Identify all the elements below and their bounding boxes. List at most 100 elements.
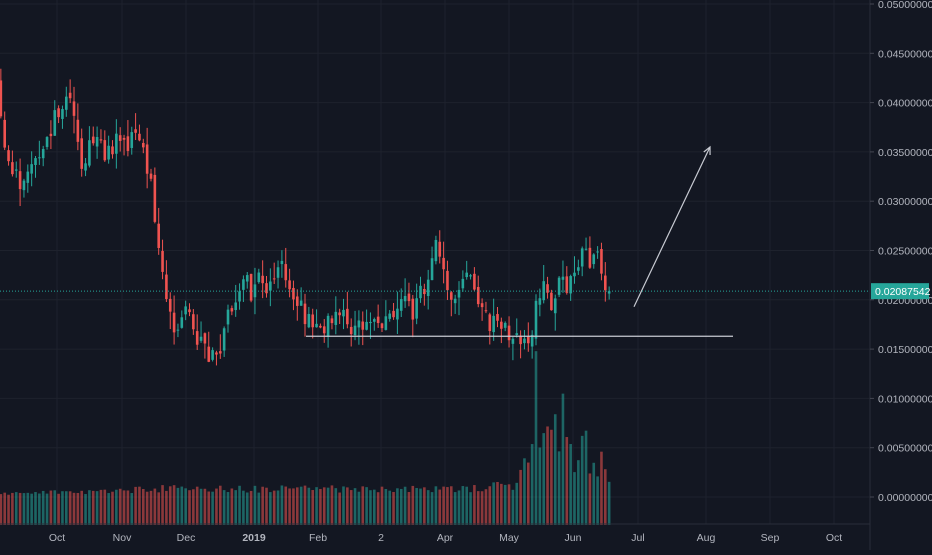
volume-bar [546, 426, 549, 525]
volume-bar [330, 485, 334, 525]
candle-body [111, 146, 114, 155]
volume-bar [353, 488, 357, 525]
candle-body [380, 323, 384, 329]
candle-body [172, 312, 176, 333]
volume-bar [496, 481, 499, 525]
volume-bar [18, 492, 22, 525]
candle-body [415, 298, 418, 319]
volume-bar [265, 487, 268, 525]
volume-bar [473, 485, 476, 525]
candle-body [219, 351, 222, 354]
candle-body [392, 310, 395, 318]
candle-body [34, 158, 37, 165]
candle-body [384, 316, 388, 330]
candle-body [265, 283, 268, 294]
candle-body [511, 338, 515, 344]
volume-bar [596, 476, 599, 525]
candle-body [330, 318, 334, 324]
candle-body [476, 286, 480, 305]
candle-body [430, 258, 434, 281]
volume-bar [38, 493, 41, 525]
projection-arrow[interactable] [633, 146, 711, 307]
volume-bar [14, 492, 18, 525]
price-axis[interactable]: 0.05000000 0.04500000 0.04000000 0.03500000… [869, 0, 932, 550]
volume-bar [34, 492, 37, 525]
price-tick-label: 0.00500000 [878, 443, 932, 455]
candle-body [426, 279, 430, 297]
time-tick-label: Aug [697, 532, 716, 544]
candle-body [419, 285, 422, 299]
volume-bar [3, 492, 6, 525]
volume-bar [184, 488, 187, 525]
candle-body [342, 309, 345, 317]
volume-bar [476, 491, 480, 525]
candle-body [442, 257, 445, 270]
candle-body [349, 326, 353, 335]
time-axis[interactable]: Oct Nov Dec 2019 Feb 2 Apr May Jun Jul Aug Sep Oct [0, 523, 870, 544]
volume-bar [488, 486, 492, 525]
candle-body [49, 133, 53, 137]
volume-bar [461, 486, 465, 525]
candle-body [399, 299, 403, 311]
candle-body [496, 314, 499, 321]
candle-body [334, 311, 338, 325]
volume-bar [503, 484, 507, 525]
volume-bar [130, 493, 134, 525]
candle-body [138, 133, 141, 141]
candle-body [488, 314, 492, 332]
price-tick-label: 0.03500000 [878, 147, 932, 159]
candle-body [14, 169, 18, 171]
candle-body [215, 352, 218, 355]
volume-bar [188, 490, 191, 525]
candle-body [257, 272, 261, 283]
volume-bar [315, 487, 318, 525]
volume-bar [7, 494, 10, 525]
volume-bar [515, 482, 519, 525]
drawings[interactable] [0, 145, 870, 337]
candle-body [523, 338, 526, 344]
volume-bar [269, 492, 272, 525]
volume-bar [22, 493, 26, 525]
volume-bar [68, 491, 72, 525]
candle-body [253, 284, 257, 298]
volume-bar [530, 444, 534, 525]
volume-bar [65, 491, 68, 525]
volume-bar [115, 489, 118, 525]
price-tick-label: 0.04500000 [878, 48, 932, 60]
candle-body [515, 333, 519, 335]
candle-body [280, 260, 284, 265]
volume-bar [76, 492, 80, 525]
candle-body [207, 346, 211, 362]
volume-bar [215, 488, 218, 525]
candle-body [484, 310, 488, 312]
time-tick-label: Oct [826, 532, 842, 544]
candle-body [45, 137, 49, 147]
volume-bar [527, 462, 530, 525]
volume-bar [288, 488, 291, 525]
price-tick-label: 0.01000000 [878, 393, 932, 405]
candle-body [604, 275, 607, 291]
volume-bar [511, 489, 515, 525]
volume-bar [226, 492, 230, 525]
time-tick-label: Oct [49, 532, 65, 544]
price-tick-label: 0.05000000 [878, 0, 932, 11]
volume-bar [446, 487, 449, 525]
candle-body [157, 223, 160, 248]
candle-body [565, 276, 569, 293]
candle-body [18, 171, 22, 190]
candle-body [326, 315, 330, 337]
candle-body [530, 334, 534, 347]
volume-bar [500, 483, 503, 525]
candle-body [245, 275, 249, 282]
time-tick-label: Feb [309, 532, 327, 544]
volume-bar [507, 484, 511, 525]
candle-body [272, 278, 276, 280]
volume-bar [411, 485, 415, 525]
volume-bar [234, 490, 237, 525]
candle-body [142, 142, 145, 148]
candle-body [292, 287, 295, 300]
volume-bar [357, 491, 361, 525]
volume-bar [230, 488, 234, 525]
